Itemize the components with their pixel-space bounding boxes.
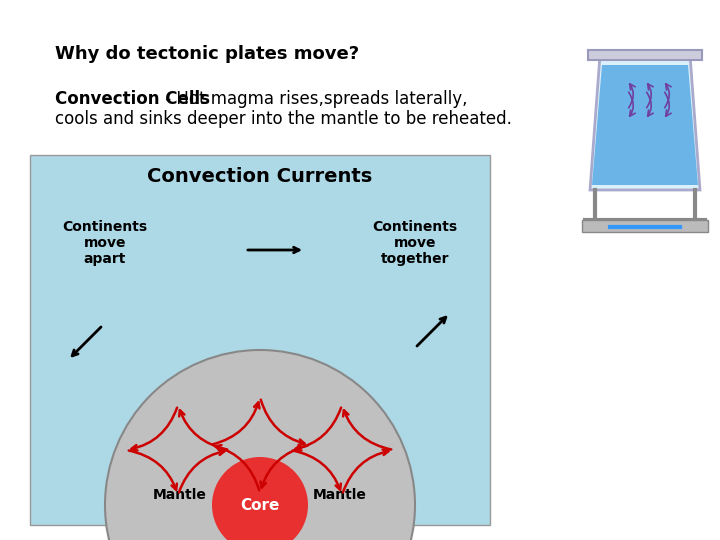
Text: Why do tectonic plates move?: Why do tectonic plates move? bbox=[55, 45, 359, 63]
Text: Continents
move
apart: Continents move apart bbox=[63, 220, 148, 266]
FancyBboxPatch shape bbox=[582, 220, 708, 232]
FancyBboxPatch shape bbox=[30, 155, 490, 525]
Text: Core: Core bbox=[240, 497, 279, 512]
Polygon shape bbox=[592, 65, 698, 185]
Polygon shape bbox=[590, 55, 700, 190]
FancyBboxPatch shape bbox=[588, 50, 702, 60]
Text: Convection Currents: Convection Currents bbox=[148, 167, 373, 186]
Circle shape bbox=[212, 457, 308, 540]
Text: cools and sinks deeper into the mantle to be reheated.: cools and sinks deeper into the mantle t… bbox=[55, 110, 512, 128]
Text: - Hot magma rises,spreads laterally,: - Hot magma rises,spreads laterally, bbox=[160, 90, 467, 108]
Circle shape bbox=[105, 350, 415, 540]
Text: Mantle: Mantle bbox=[153, 488, 207, 502]
Text: Continents
move
together: Continents move together bbox=[372, 220, 458, 266]
Text: Convection Cells: Convection Cells bbox=[55, 90, 210, 108]
Text: Mantle: Mantle bbox=[313, 488, 367, 502]
